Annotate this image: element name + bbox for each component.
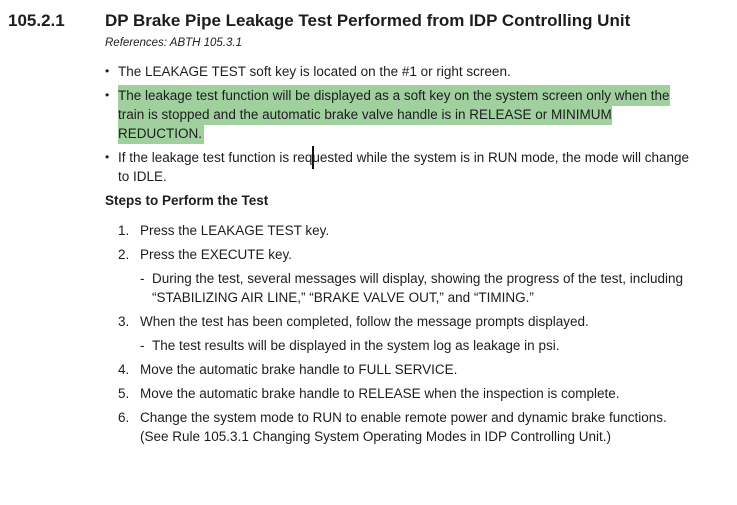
step-number: 6. [118,410,130,425]
step-sub-text: The test results will be displayed in th… [152,338,560,353]
bullet-item: • The leakage test function will be disp… [105,85,699,144]
step-number: 1. [118,223,130,238]
bullet-icon: • [105,88,110,102]
bullet-icon: • [105,64,110,78]
step-sub-item: - During the test, several messages will… [140,269,699,307]
step-text: Move the automatic brake handle to FULL … [140,362,458,377]
step-item: 2. Press the EXECUTE key. [118,245,699,264]
steps-heading: Steps to Perform the Test [105,193,269,208]
references-line: References: ABTH 105.3.1 [105,37,243,49]
bullet-text: The LEAKAGE TEST soft key is located on … [118,64,511,79]
step-number: 5. [118,386,130,401]
step-text: Press the EXECUTE key. [140,247,293,262]
section-body: References: ABTH 105.3.1 • The LEAKAGE T… [105,36,699,446]
step-text: Move the automatic brake handle to RELEA… [140,386,620,401]
bullet-icon: • [105,150,110,164]
step-item: 5. Move the automatic brake handle to RE… [118,384,699,403]
bullet-text: If the leakage test function is requeste… [118,146,699,186]
step-item: 1. Press the LEAKAGE TEST key. [118,221,699,240]
step-text: Press the LEAKAGE TEST key. [140,223,330,238]
dash-icon: - [140,271,145,286]
text-after-cursor: uested while the system is in RUN mode, … [118,150,690,184]
section-heading: 105.2.1 DP Brake Pipe Leakage Test Perfo… [8,10,699,32]
step-number: 2. [118,247,130,262]
step-item: 4. Move the automatic brake handle to FU… [118,360,699,379]
step-text: Change the system mode to RUN to enable … [140,410,667,444]
bullet-item: • If the leakage test function is reques… [105,146,699,186]
step-item: 6. Change the system mode to RUN to enab… [118,408,699,446]
text-before-cursor: If the leakage test function is req [118,150,313,165]
step-text: When the test has been completed, follow… [140,314,589,329]
bullet-item: • The LEAKAGE TEST soft key is located o… [105,62,699,81]
step-item: 3. When the test has been completed, fol… [118,312,699,331]
bullet-text: The leakage test function will be displa… [118,85,699,144]
highlighted-text: The leakage test function will be displa… [118,85,670,144]
step-number: 3. [118,314,130,329]
step-sub-text: During the test, several messages will d… [152,271,684,305]
section-title: DP Brake Pipe Leakage Test Performed fro… [105,11,631,30]
section-number: 105.2.1 [8,11,65,30]
step-sub-item: - The test results will be displayed in … [140,336,699,355]
step-number: 4. [118,362,130,377]
dash-icon: - [140,338,145,353]
